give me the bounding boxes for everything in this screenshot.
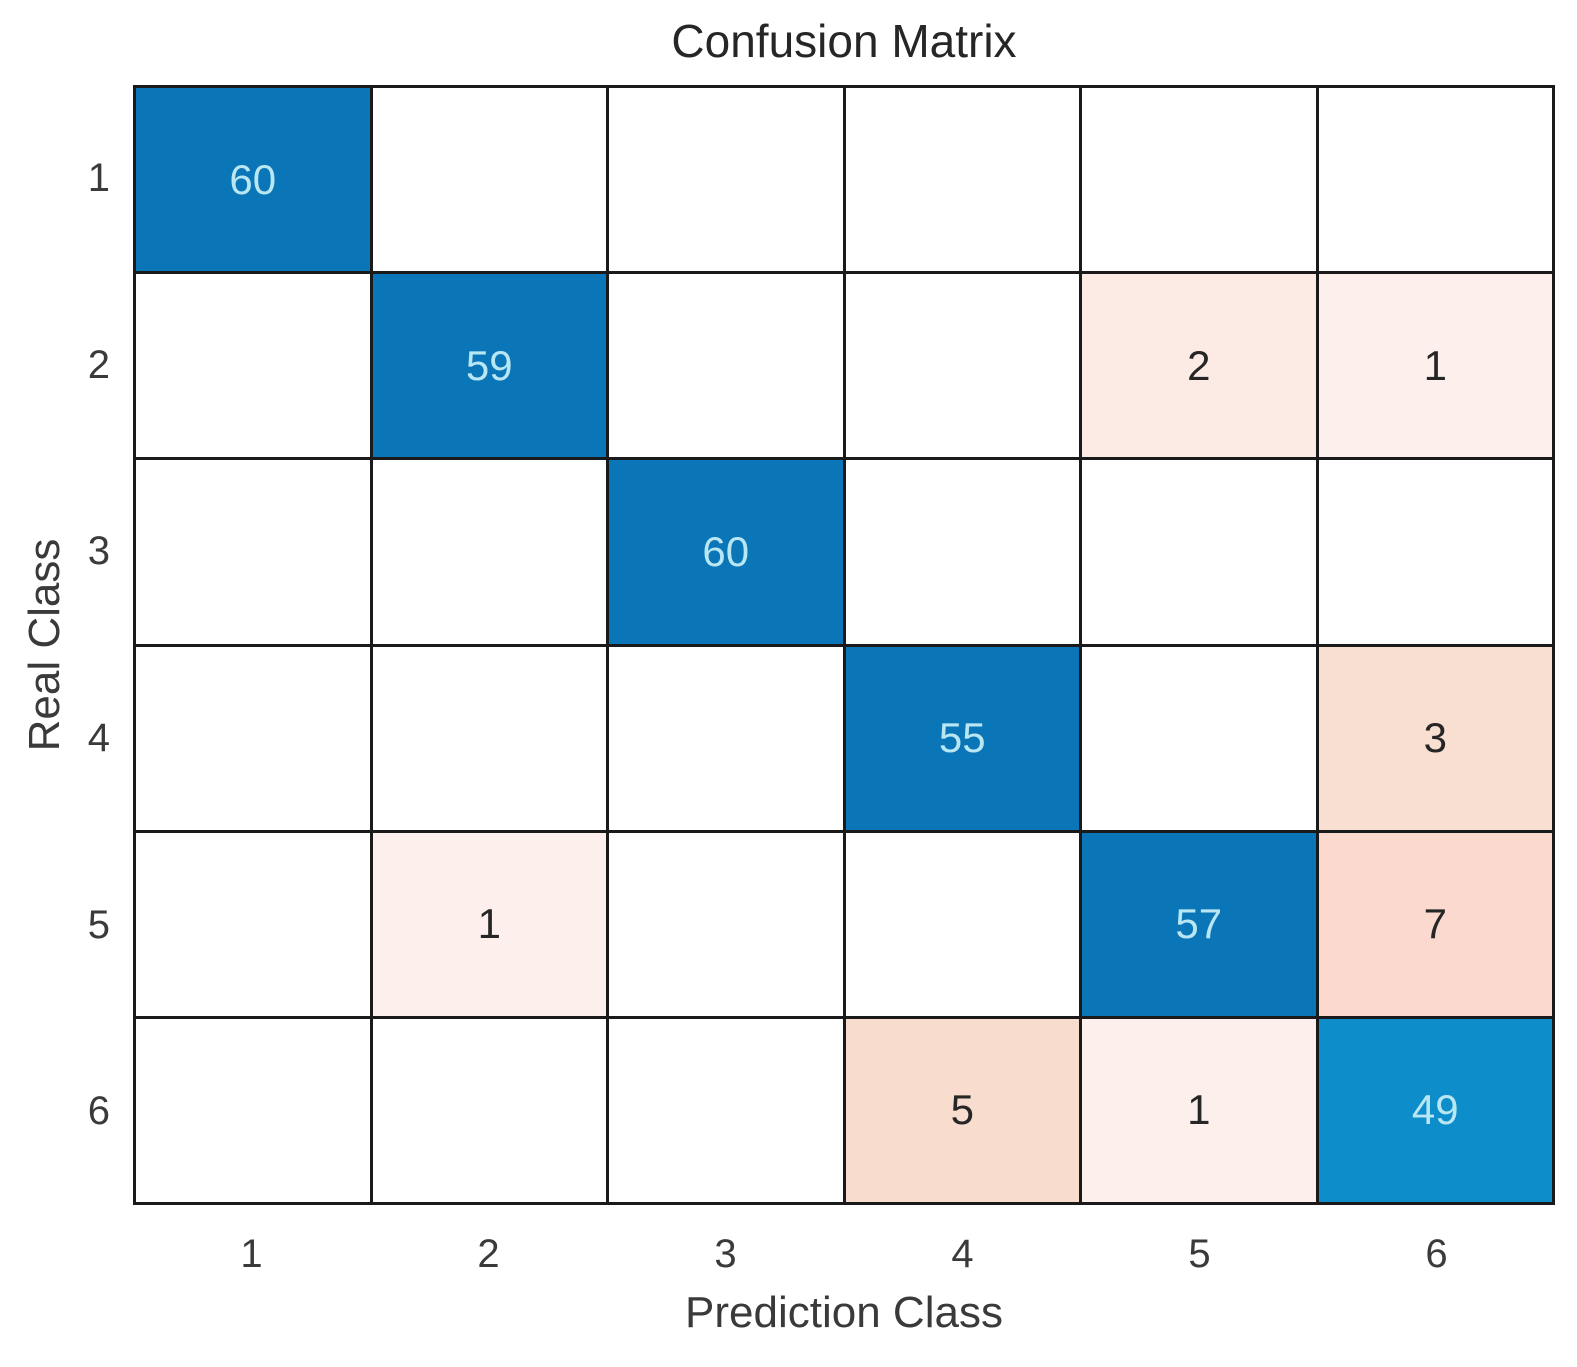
x-tick-label-5: 5 bbox=[1188, 1231, 1211, 1276]
matrix-cell-r3-c4 bbox=[845, 460, 1079, 644]
y-axis-ticks: 1 2 3 4 5 6 bbox=[0, 85, 116, 1205]
x-axis-label: Prediction Class bbox=[685, 1288, 1003, 1337]
matrix-cell-r3-c6 bbox=[1318, 460, 1552, 644]
matrix-cell-r6-c5: 1 bbox=[1082, 1018, 1316, 1202]
matrix-cell-r4-c4: 55 bbox=[845, 646, 1079, 830]
matrix-cell-r6-c4: 5 bbox=[845, 1018, 1079, 1202]
matrix-cell-r1-c1: 60 bbox=[136, 88, 370, 272]
matrix-cell-r5-c4 bbox=[845, 832, 1079, 1016]
matrix-cell-r3-c3: 60 bbox=[609, 460, 843, 644]
chart-title: Confusion Matrix bbox=[671, 15, 1017, 67]
matrix-cell-r3-c5 bbox=[1082, 460, 1316, 644]
matrix-cell-r2-c3 bbox=[609, 274, 843, 458]
matrix-cell-r6-c2 bbox=[372, 1018, 606, 1202]
matrix-cell-r2-c4 bbox=[845, 274, 1079, 458]
matrix-cell-r2-c1 bbox=[136, 274, 370, 458]
y-tick-label-6: 6 bbox=[87, 1089, 110, 1134]
matrix-cell-r5-c2: 1 bbox=[372, 832, 606, 1016]
matrix-cell-r3-c1 bbox=[136, 460, 370, 644]
x-tick-label-3: 3 bbox=[714, 1231, 737, 1276]
matrix-cell-r6-c6: 49 bbox=[1318, 1018, 1552, 1202]
y-tick-label-3: 3 bbox=[87, 529, 110, 574]
matrix-cell-r1-c5 bbox=[1082, 88, 1316, 272]
x-tick-label-6: 6 bbox=[1425, 1231, 1448, 1276]
matrix-cell-r3-c2 bbox=[372, 460, 606, 644]
matrix-cell-r1-c6 bbox=[1318, 88, 1552, 272]
matrix-cell-r5-c5: 57 bbox=[1082, 832, 1316, 1016]
x-tick-label-4: 4 bbox=[951, 1231, 974, 1276]
x-tick-label-1: 1 bbox=[240, 1231, 263, 1276]
y-tick-label-5: 5 bbox=[87, 902, 110, 947]
y-tick-label-2: 2 bbox=[87, 342, 110, 387]
y-tick-label-1: 1 bbox=[87, 155, 110, 200]
matrix-cell-r4-c3 bbox=[609, 646, 843, 830]
matrix-cell-r1-c4 bbox=[845, 88, 1079, 272]
matrix-cell-r4-c1 bbox=[136, 646, 370, 830]
matrix-cell-r2-c5: 2 bbox=[1082, 274, 1316, 458]
matrix-cell-r4-c2 bbox=[372, 646, 606, 830]
confusion-matrix-grid: 60 59 2 1 60 55 3 1 57 7 5 1 49 bbox=[133, 85, 1555, 1205]
matrix-cell-r2-c2: 59 bbox=[372, 274, 606, 458]
matrix-cell-r1-c2 bbox=[372, 88, 606, 272]
matrix-cell-r5-c6: 7 bbox=[1318, 832, 1552, 1016]
matrix-cell-r2-c6: 1 bbox=[1318, 274, 1552, 458]
matrix-cell-r5-c1 bbox=[136, 832, 370, 1016]
matrix-cell-r4-c5 bbox=[1082, 646, 1316, 830]
matrix-cell-r6-c3 bbox=[609, 1018, 843, 1202]
y-tick-label-4: 4 bbox=[87, 715, 110, 760]
x-tick-label-2: 2 bbox=[477, 1231, 500, 1276]
x-axis-ticks: 1 2 3 4 5 6 bbox=[133, 1222, 1555, 1286]
matrix-cell-r6-c1 bbox=[136, 1018, 370, 1202]
matrix-cell-r5-c3 bbox=[609, 832, 843, 1016]
matrix-cell-r1-c3 bbox=[609, 88, 843, 272]
matrix-cell-r4-c6: 3 bbox=[1318, 646, 1552, 830]
